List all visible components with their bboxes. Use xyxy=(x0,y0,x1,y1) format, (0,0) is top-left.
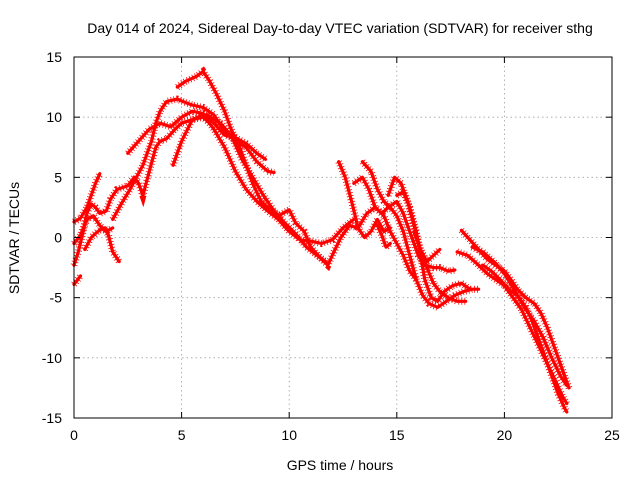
series-line xyxy=(360,160,481,309)
series-line xyxy=(470,245,569,388)
series-arc-16 xyxy=(410,229,443,268)
series-arc-2 xyxy=(70,113,212,267)
x-tick-label: 0 xyxy=(70,427,78,443)
y-tick-label: 0 xyxy=(54,230,62,246)
series-line xyxy=(375,223,392,249)
series-arc-9 xyxy=(175,66,419,282)
series-line xyxy=(72,172,102,224)
series-line xyxy=(412,229,442,264)
series-line xyxy=(352,175,457,273)
x-tick-label: 5 xyxy=(178,427,186,443)
series-line xyxy=(175,69,418,282)
series-arc-10 xyxy=(205,111,328,265)
series-arc-13 xyxy=(359,159,481,312)
x-tick-label: 10 xyxy=(281,427,297,443)
series-line xyxy=(72,274,83,286)
x-axis-label: GPS time / hours xyxy=(287,457,394,473)
y-tick-labels: -15 -10 -5 0 5 10 15 xyxy=(42,49,62,426)
series-arc-19 xyxy=(455,248,570,406)
x-tick-label: 20 xyxy=(497,427,513,443)
x-tick-labels: 0 5 10 15 20 25 xyxy=(70,427,620,443)
y-axis-label: SDTVAR / TECUs xyxy=(6,182,22,294)
x-tick-label: 15 xyxy=(389,427,405,443)
series-arc-1 xyxy=(72,172,103,225)
series-line xyxy=(72,115,212,267)
series-line xyxy=(171,113,356,246)
series-arc-7 xyxy=(125,107,268,163)
chart-title: Day 014 of 2024, Sidereal Day-to-day VTE… xyxy=(87,20,593,36)
series-arc-12 xyxy=(351,172,457,275)
grid xyxy=(74,57,612,418)
x-tick-label: 25 xyxy=(604,427,620,443)
y-tick-label: 10 xyxy=(46,109,62,125)
series-line xyxy=(126,109,268,161)
y-tick-label: -5 xyxy=(50,290,63,306)
y-tick-label: -10 xyxy=(42,350,62,366)
series-line xyxy=(459,228,571,390)
y-tick-label: 5 xyxy=(54,169,62,185)
series-line xyxy=(205,113,328,264)
series-arc-15 xyxy=(395,186,473,306)
y-tick-label: -15 xyxy=(42,410,62,426)
series-arc-20 xyxy=(470,243,570,388)
series-line xyxy=(83,226,121,264)
series-markers xyxy=(175,66,419,282)
series-markers xyxy=(169,110,356,248)
series-arc-21 xyxy=(374,223,393,254)
series-arc-4 xyxy=(81,223,123,264)
series-arc-8 xyxy=(169,110,356,248)
series-line xyxy=(455,250,569,406)
y-tick-label: 15 xyxy=(46,49,62,65)
series-arc-17 xyxy=(458,227,573,390)
series-line xyxy=(395,190,472,303)
plot-frame xyxy=(73,56,613,419)
series-markers xyxy=(458,227,573,390)
series-layer xyxy=(70,66,573,414)
series-arc-6 xyxy=(71,273,84,287)
axis-ticks xyxy=(73,56,613,419)
